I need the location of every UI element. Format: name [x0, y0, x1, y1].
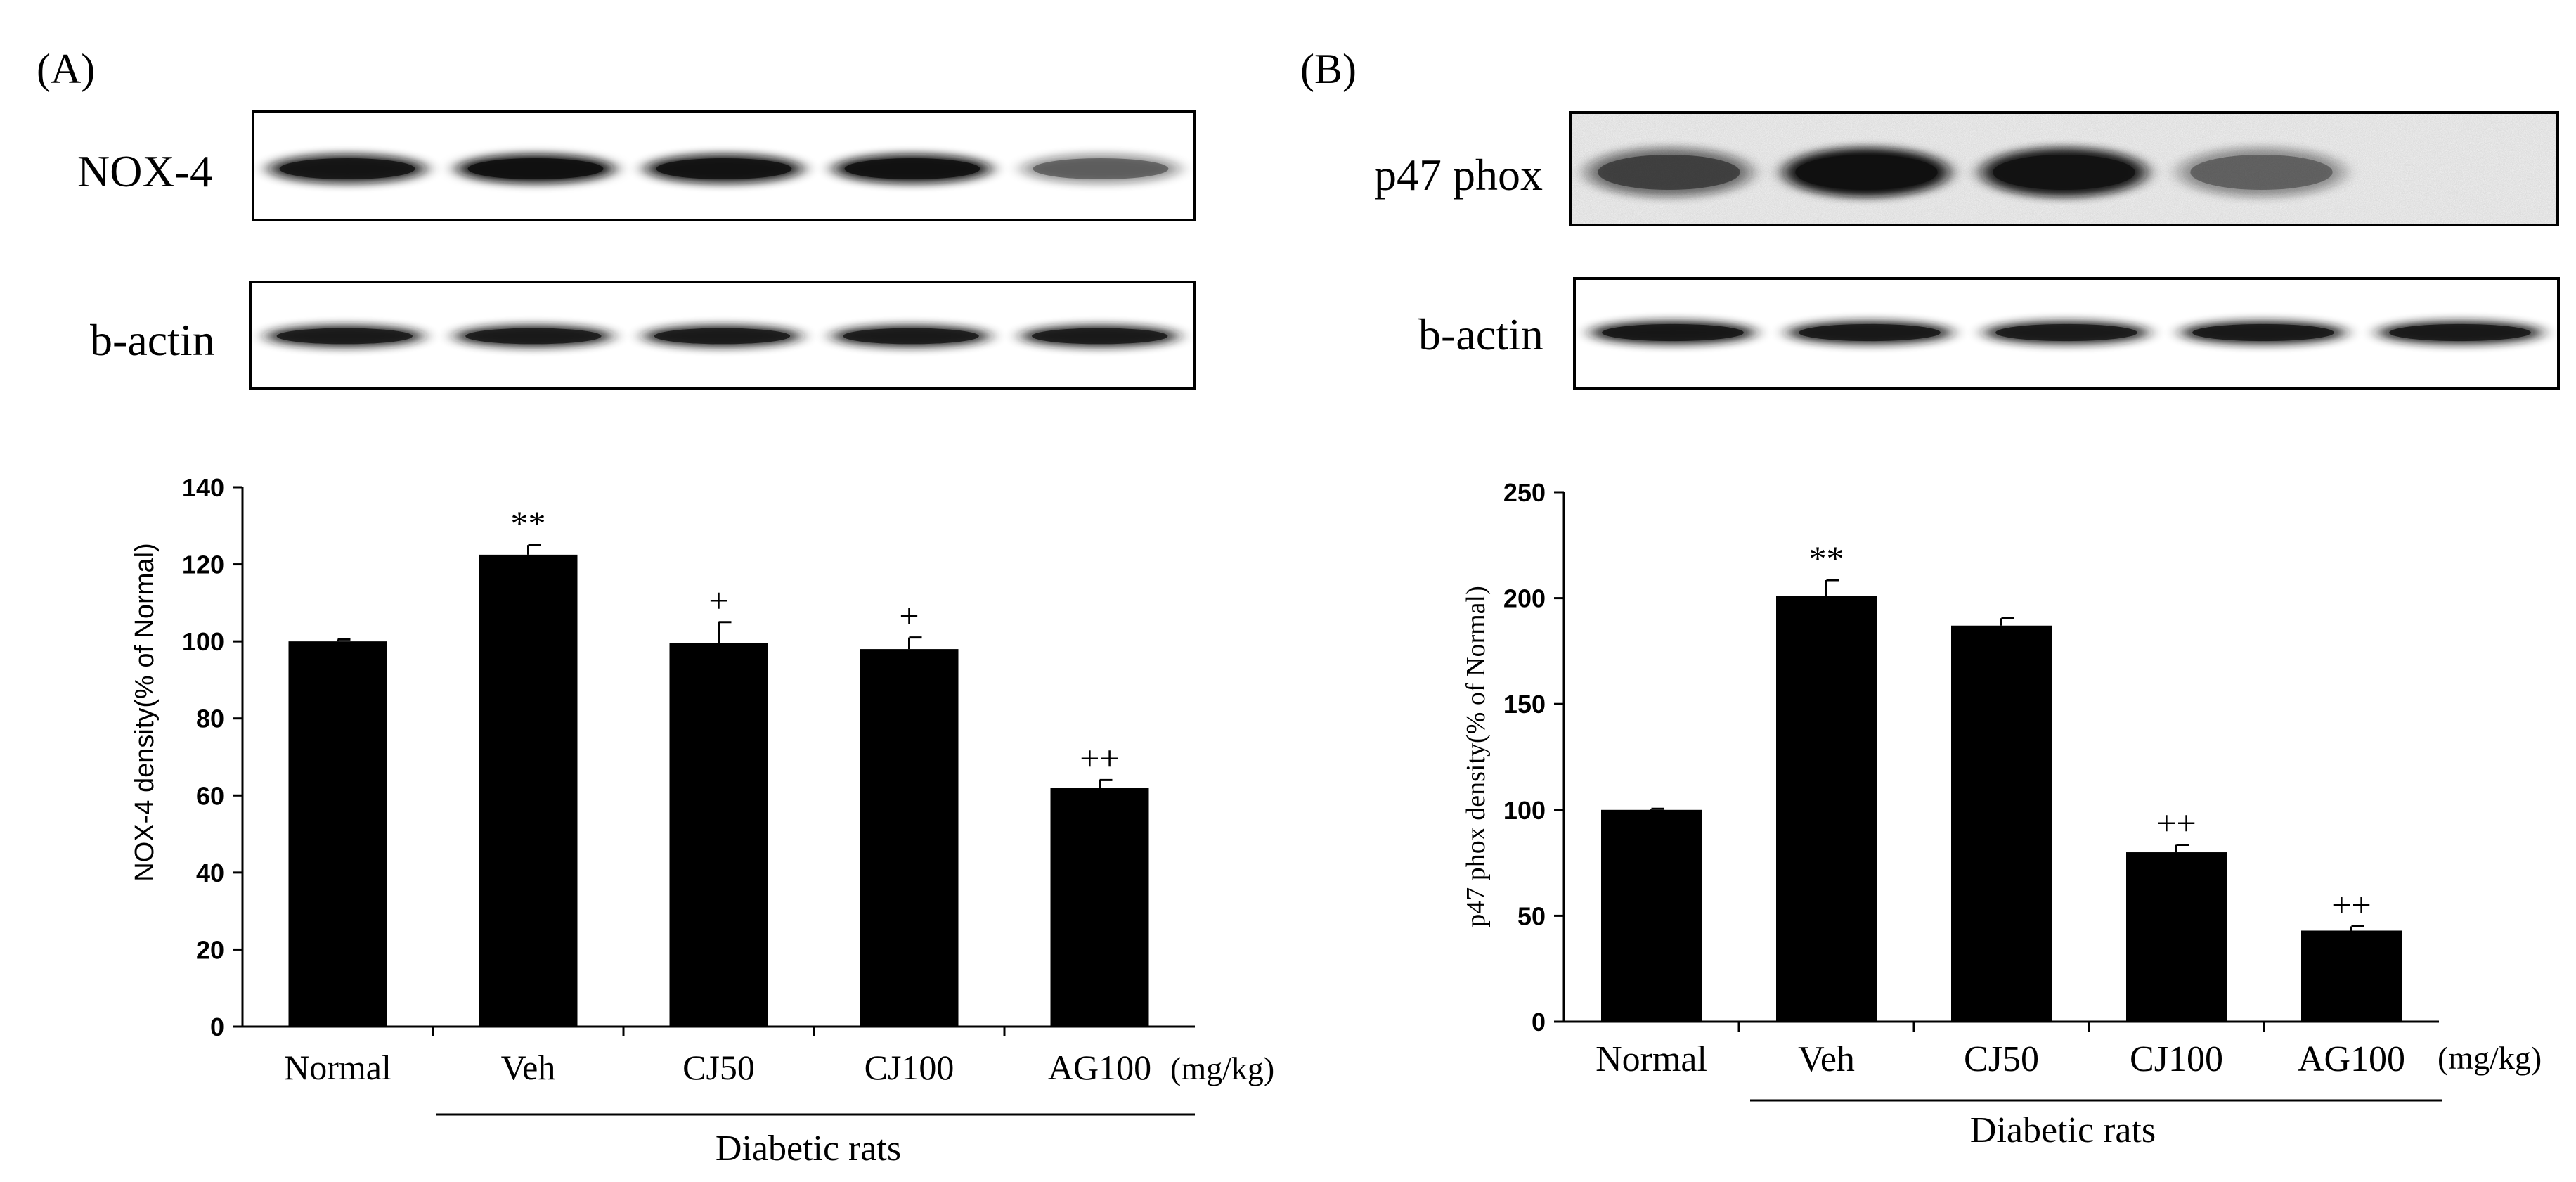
x-label-normal: Normal	[1596, 1039, 1707, 1079]
panel-b-y-axis-label: p47 phox density(% of Normal)	[1461, 586, 1491, 927]
panel-a-label: (A)	[37, 46, 95, 92]
significance-marker: +	[899, 596, 919, 636]
y-tick-label: 150	[1503, 690, 1546, 719]
bar-normal	[288, 641, 387, 1027]
blot-band-core	[843, 328, 979, 345]
x-label-cj50: CJ50	[1964, 1039, 2039, 1079]
y-tick-label: 250	[1503, 478, 1546, 507]
significance-marker: ++	[2331, 885, 2371, 924]
x-label-normal: Normal	[284, 1048, 391, 1087]
blot-band-core	[2190, 155, 2333, 190]
blot-band-core	[2389, 323, 2531, 342]
blot-band-core	[1795, 155, 1938, 190]
panel-b-blot-top-label: p47 phox	[1374, 150, 1543, 200]
x-label-cj50: CJ50	[682, 1048, 755, 1087]
blot-band-core	[279, 158, 415, 179]
blot-band-core	[467, 158, 604, 179]
blot-band-core	[1602, 323, 1744, 342]
panel-a-unit-label: (mg/kg)	[1170, 1051, 1274, 1086]
x-label-veh: Veh	[1798, 1039, 1855, 1079]
bar-cj100	[2126, 852, 2227, 1022]
panel-a-x-labels: Normal Veh CJ50 CJ100 AG100	[284, 1048, 1151, 1087]
blot-band	[1021, 154, 1180, 184]
blot-band-core	[1995, 323, 2137, 342]
blot-band-core	[465, 328, 602, 345]
significance-marker: ++	[1080, 738, 1119, 778]
y-tick-label: 20	[196, 935, 224, 964]
blot-band	[2178, 148, 2345, 197]
bar-ag100	[1050, 788, 1149, 1027]
x-label-ag100: AG100	[1048, 1048, 1151, 1087]
blot-band-core	[1033, 158, 1169, 179]
panel-a-blot-bottom-label: b-actin	[90, 315, 215, 365]
y-tick-label: 40	[196, 859, 224, 887]
y-tick-label: 50	[1517, 901, 1546, 930]
blot-band-core	[1598, 155, 1740, 190]
y-tick-label: 200	[1503, 584, 1546, 613]
bar-normal	[1601, 809, 1702, 1022]
y-tick-label: 120	[182, 551, 224, 579]
y-tick-label: 0	[210, 1013, 224, 1041]
blot-band-core	[276, 328, 413, 345]
panel-b-chart: p47 phox density(% of Normal) 0 50 100 150 2…	[1461, 478, 2542, 1150]
panel-b-x-labels: Normal Veh CJ50 CJ100 AG100	[1596, 1039, 2405, 1079]
x-label-cj100: CJ100	[865, 1048, 954, 1087]
panel-b-blot-bottom-label: b-actin	[1418, 309, 1543, 359]
panel-b: (B) p47 phox b-actin p47 phox density(% …	[1300, 46, 2560, 1150]
bar-veh	[479, 554, 578, 1027]
panel-b-bars: ** ++ ++	[1601, 539, 2402, 1022]
blot-band-core	[1032, 328, 1168, 345]
panel-a: (A) NOX-4 b-actin NOX-4 density(% of Nor…	[37, 46, 1274, 1169]
panel-b-label: (B)	[1300, 46, 1357, 92]
x-label-cj100: CJ100	[2130, 1039, 2223, 1079]
y-tick-label: 80	[196, 705, 224, 733]
y-tick-label: 100	[182, 627, 224, 656]
panel-a-blot-top-bands	[268, 154, 1180, 184]
significance-marker: **	[511, 503, 546, 543]
y-tick-label: 0	[1532, 1008, 1546, 1036]
x-label-ag100: AG100	[2298, 1039, 2405, 1079]
panel-a-y-axis-label: NOX-4 density(% of Normal)	[130, 543, 160, 881]
panel-b-group-label: Diabetic rats	[1970, 1110, 2156, 1150]
panel-b-blot-bottom-bands	[1590, 321, 2543, 345]
bar-cj50	[669, 643, 768, 1027]
blot-band	[1586, 148, 1752, 197]
y-tick-label: 100	[1503, 796, 1546, 825]
y-tick-label: 140	[182, 473, 224, 502]
blot-band-core	[2192, 323, 2334, 342]
panel-a-chart: NOX-4 density(% of Normal) 0 20 40 60 80 100 1…	[130, 473, 1274, 1169]
blot-band-core	[844, 158, 980, 179]
panel-b-blot-top-bands	[1586, 148, 2345, 197]
bar-ag100	[2301, 930, 2402, 1022]
bar-veh	[1776, 596, 1877, 1022]
blot-band-core	[654, 328, 791, 345]
bar-cj100	[860, 649, 959, 1027]
panel-a-bars: **+ +++	[288, 503, 1149, 1027]
panel-b-unit-label: (mg/kg)	[2438, 1040, 2542, 1076]
x-label-veh: Veh	[501, 1048, 556, 1087]
significance-marker: +	[708, 581, 728, 620]
y-tick-label: 60	[196, 781, 224, 810]
panel-a-blot-top-label: NOX-4	[77, 146, 212, 196]
blot-band-core	[1993, 155, 2135, 190]
significance-marker: ++	[2156, 803, 2196, 842]
blot-band-core	[656, 158, 792, 179]
significance-marker: **	[1809, 539, 1844, 578]
panel-a-blot-bottom-bands	[265, 325, 1179, 347]
panel-a-group-label: Diabetic rats	[716, 1129, 901, 1169]
bar-cj50	[1951, 625, 2052, 1022]
blot-band-core	[1799, 323, 1941, 342]
